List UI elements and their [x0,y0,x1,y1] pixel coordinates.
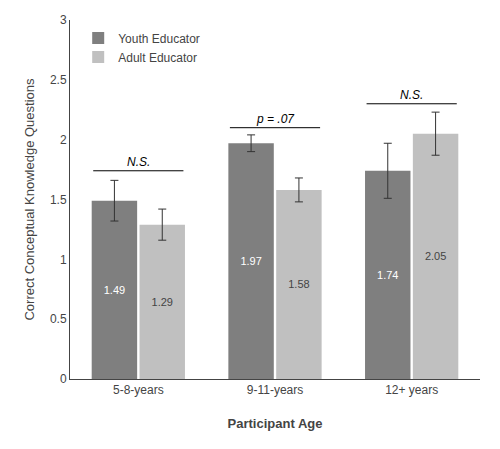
svg-text:Participant Age: Participant Age [228,416,323,431]
svg-text:1.49: 1.49 [104,284,125,296]
svg-text:9-11-years: 9-11-years [247,383,303,397]
svg-text:5-8-years: 5-8-years [113,383,164,397]
svg-text:0: 0 [60,372,67,386]
svg-text:1.29: 1.29 [152,296,173,308]
svg-text:Youth Educator: Youth Educator [118,32,200,46]
svg-text:N.S.: N.S. [127,155,150,169]
svg-text:12+ years: 12+ years [385,383,438,397]
svg-text:Adult Educator: Adult Educator [118,51,197,65]
svg-text:1: 1 [60,253,67,267]
svg-text:Correct Conceptual Knowledge Q: Correct Conceptual Knowledge Questions [22,78,37,321]
svg-text:1.97: 1.97 [240,255,261,267]
svg-text:p = .07: p = .07 [256,112,295,126]
svg-text:2: 2 [60,133,67,147]
svg-text:1.74: 1.74 [377,269,398,281]
svg-text:N.S.: N.S. [400,88,423,102]
svg-text:2.5: 2.5 [50,73,67,87]
svg-text:3: 3 [60,13,67,27]
svg-text:0.5: 0.5 [50,312,67,326]
svg-text:1.5: 1.5 [50,193,67,207]
svg-text:1.58: 1.58 [288,278,309,290]
svg-text:2.05: 2.05 [425,250,446,262]
